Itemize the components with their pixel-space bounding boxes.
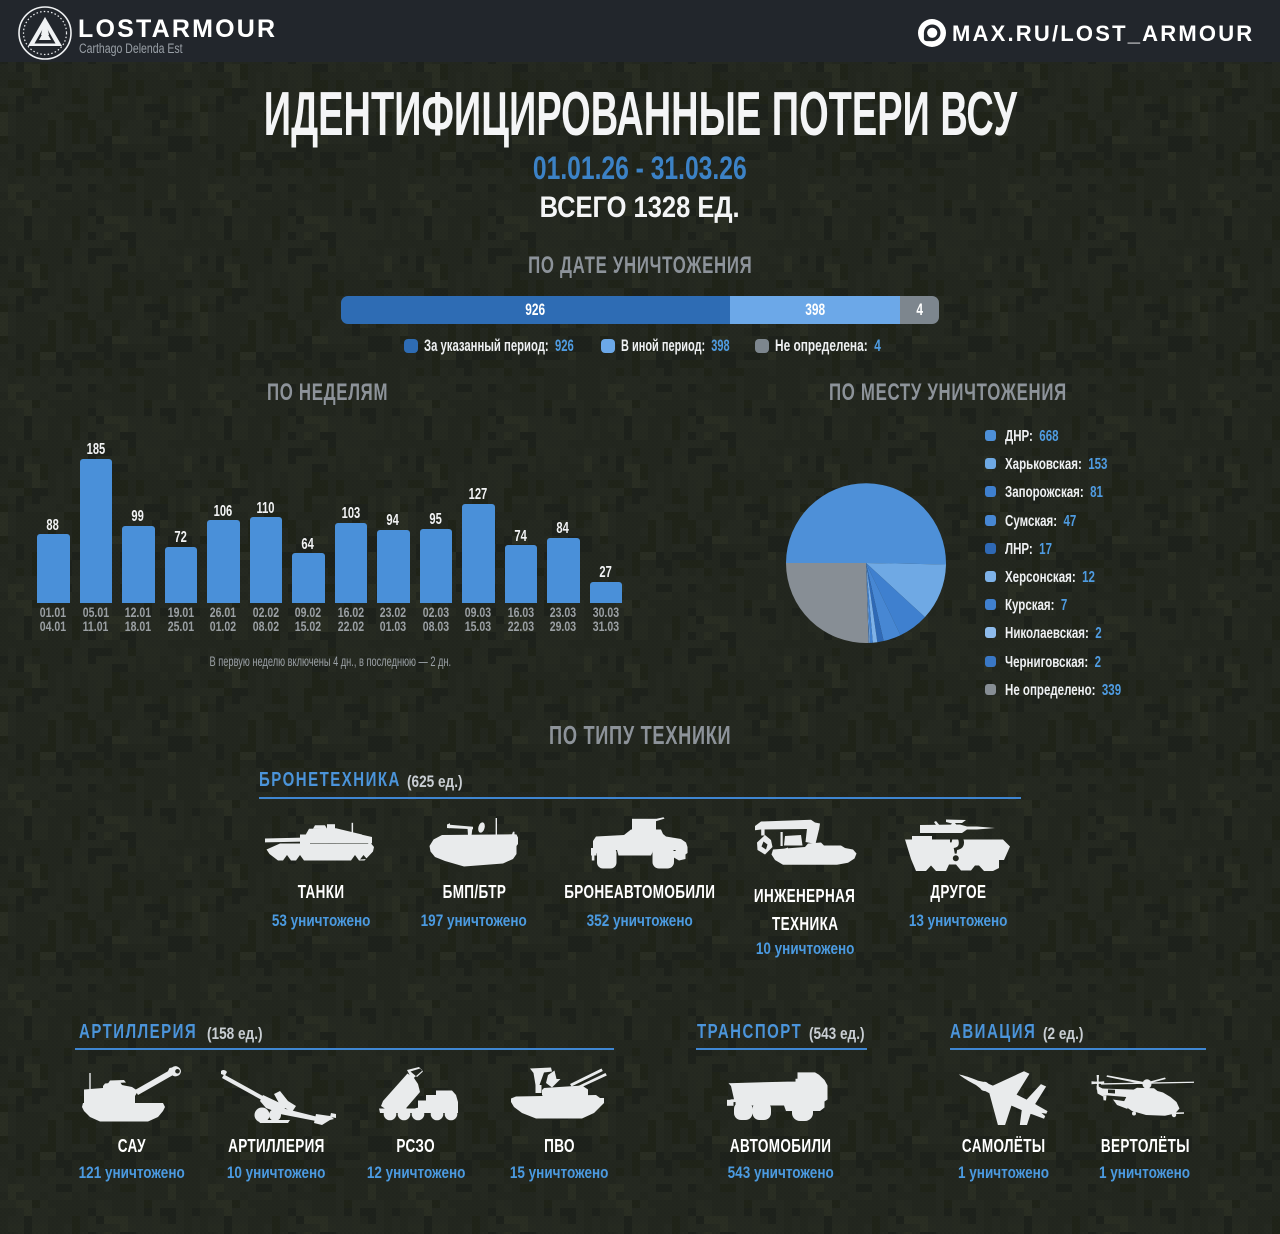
- svg-text:?: ?: [948, 829, 967, 870]
